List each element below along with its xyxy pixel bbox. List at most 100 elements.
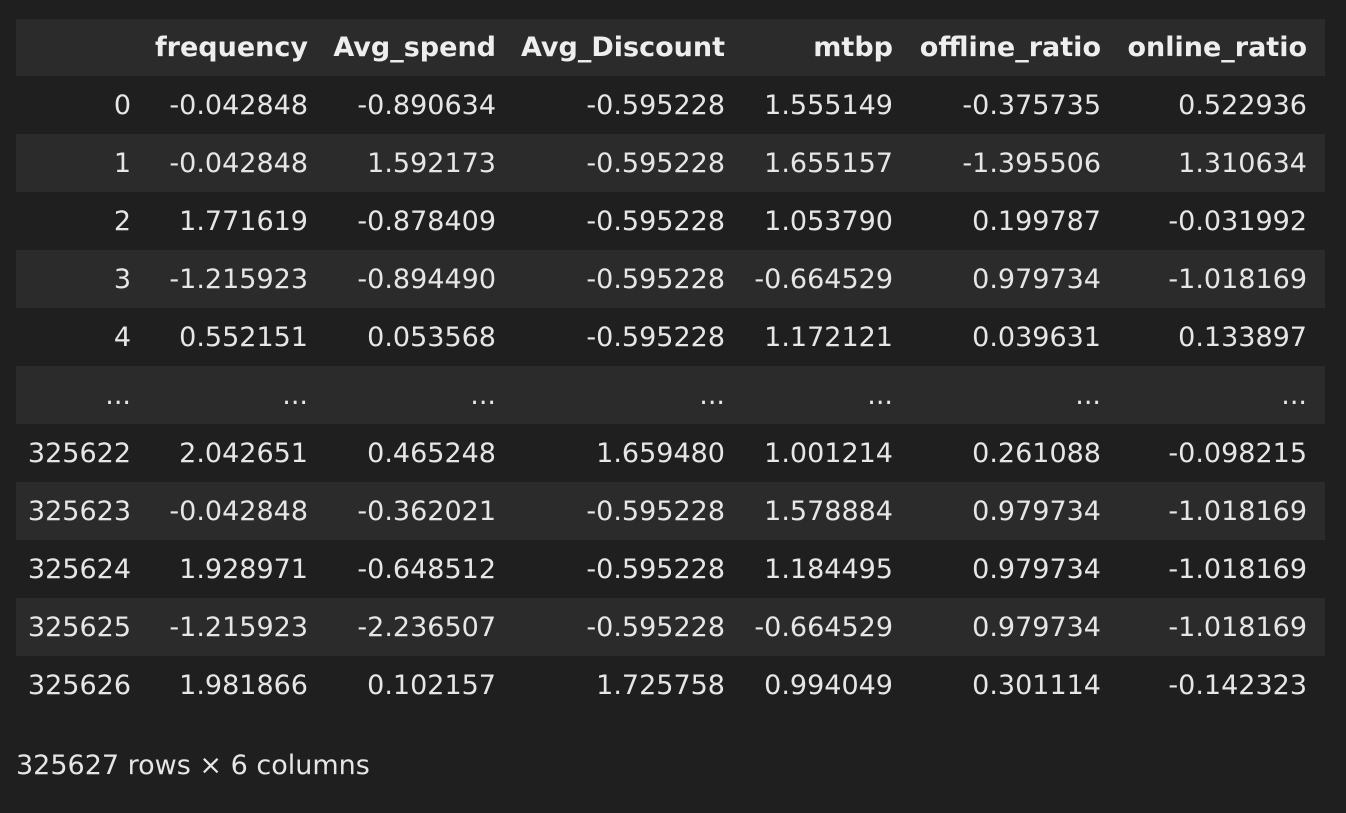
table-cell: -0.042848	[149, 482, 326, 540]
table-cell: -0.648512	[326, 540, 514, 598]
table-cell: 0.133897	[1119, 308, 1325, 366]
table-cell: -0.595228	[514, 250, 743, 308]
table-cell: 1.725758	[514, 656, 743, 714]
table-row: 325623 -0.042848 -0.362021 -0.595228 1.57888…	[16, 482, 1325, 540]
table-cell: 0.979734	[911, 482, 1119, 540]
table-cell: -1.215923	[149, 598, 326, 656]
column-header: online_ratio	[1119, 19, 1325, 76]
table-cell: 1.310634	[1119, 134, 1325, 192]
table-cell: 1.053790	[743, 192, 911, 250]
dataframe-table: frequency Avg_spend Avg_Discount mtbp offlin…	[16, 19, 1325, 714]
row-index: 1	[16, 134, 149, 192]
table-cell: ...	[149, 366, 326, 424]
table-cell: 1.659480	[514, 424, 743, 482]
table-cell: 1.184495	[743, 540, 911, 598]
table-cell: 0.465248	[326, 424, 514, 482]
table-cell: -1.018169	[1119, 598, 1325, 656]
column-header: mtbp	[743, 19, 911, 76]
table-cell: -0.878409	[326, 192, 514, 250]
column-header: Avg_spend	[326, 19, 514, 76]
table-header: frequency Avg_spend Avg_Discount mtbp offlin…	[16, 19, 1325, 76]
table-cell: 1.555149	[743, 76, 911, 134]
row-index: 0	[16, 76, 149, 134]
table-cell: 0.053568	[326, 308, 514, 366]
table-cell: 2.042651	[149, 424, 326, 482]
table-cell: ...	[326, 366, 514, 424]
row-index: 2	[16, 192, 149, 250]
table-cell: -0.890634	[326, 76, 514, 134]
table-row: 1 -0.042848 1.592173 -0.595228 1.655157 -1.39…	[16, 134, 1325, 192]
column-header: Avg_Discount	[514, 19, 743, 76]
table-cell: ...	[743, 366, 911, 424]
table-cell: -0.031992	[1119, 192, 1325, 250]
table-cell: -0.042848	[149, 76, 326, 134]
table-cell: 1.172121	[743, 308, 911, 366]
table-cell: 0.261088	[911, 424, 1119, 482]
table-cell: -1.215923	[149, 250, 326, 308]
table-cell: -0.595228	[514, 598, 743, 656]
table-cell: 0.979734	[911, 598, 1119, 656]
table-cell: -1.018169	[1119, 250, 1325, 308]
ellipsis-row: .....................	[16, 366, 1325, 424]
table-cell: -0.362021	[326, 482, 514, 540]
header-row: frequency Avg_spend Avg_Discount mtbp offlin…	[16, 19, 1325, 76]
table-row: 325624 1.928971 -0.648512 -0.595228 1.184495…	[16, 540, 1325, 598]
table-row: 4 0.552151 0.053568 -0.595228 1.172121 0.0396…	[16, 308, 1325, 366]
row-index: 325625	[16, 598, 149, 656]
table-cell: -2.236507	[326, 598, 514, 656]
table-cell: -0.595228	[514, 308, 743, 366]
column-header: frequency	[149, 19, 326, 76]
table-cell: -1.018169	[1119, 482, 1325, 540]
table-cell: 1.001214	[743, 424, 911, 482]
index-header	[16, 19, 149, 76]
table-cell: 0.199787	[911, 192, 1119, 250]
table-cell: 0.102157	[326, 656, 514, 714]
dataframe-output: frequency Avg_spend Avg_Discount mtbp offlin…	[16, 19, 1325, 714]
table-row: 2 1.771619 -0.878409 -0.595228 1.053790 0.199…	[16, 192, 1325, 250]
table-cell: ...	[911, 366, 1119, 424]
table-cell: -0.595228	[514, 134, 743, 192]
row-index: 4	[16, 308, 149, 366]
table-row: 325622 2.042651 0.465248 1.659480 1.001214 0.…	[16, 424, 1325, 482]
table-cell: 0.994049	[743, 656, 911, 714]
table-cell: 0.979734	[911, 540, 1119, 598]
table-cell: -0.042848	[149, 134, 326, 192]
table-cell: ...	[514, 366, 743, 424]
table-cell: -0.142323	[1119, 656, 1325, 714]
table-cell: -0.894490	[326, 250, 514, 308]
table-cell: 1.928971	[149, 540, 326, 598]
shape-caption: 325627 rows × 6 columns	[16, 750, 370, 781]
table-cell: -0.595228	[514, 540, 743, 598]
column-header: offline_ratio	[911, 19, 1119, 76]
table-cell: -0.595228	[514, 482, 743, 540]
table-cell: 1.578884	[743, 482, 911, 540]
table-cell: -0.664529	[743, 250, 911, 308]
table-row: 325625 -1.215923 -2.236507 -0.595228 -0.6645…	[16, 598, 1325, 656]
table-cell: ...	[1119, 366, 1325, 424]
table-cell: 0.979734	[911, 250, 1119, 308]
row-index: 325622	[16, 424, 149, 482]
table-cell: -1.018169	[1119, 540, 1325, 598]
table-cell: 0.039631	[911, 308, 1119, 366]
table-cell: 1.592173	[326, 134, 514, 192]
table-row: 0 -0.042848 -0.890634 -0.595228 1.555149 -0.3…	[16, 76, 1325, 134]
row-index: 3	[16, 250, 149, 308]
row-index: 325623	[16, 482, 149, 540]
table-cell: -0.595228	[514, 192, 743, 250]
row-index: ...	[16, 366, 149, 424]
table-cell: -1.395506	[911, 134, 1119, 192]
table-cell: -0.098215	[1119, 424, 1325, 482]
table-cell: -0.595228	[514, 76, 743, 134]
table-cell: 1.981866	[149, 656, 326, 714]
table-row: 325626 1.981866 0.102157 1.725758 0.994049 0.…	[16, 656, 1325, 714]
table-cell: 0.301114	[911, 656, 1119, 714]
table-cell: -0.664529	[743, 598, 911, 656]
row-index: 325624	[16, 540, 149, 598]
table-cell: 0.522936	[1119, 76, 1325, 134]
table-cell: 0.552151	[149, 308, 326, 366]
table-row: 3 -1.215923 -0.894490 -0.595228 -0.664529 0.9…	[16, 250, 1325, 308]
table-cell: 1.655157	[743, 134, 911, 192]
table-cell: 1.771619	[149, 192, 326, 250]
row-index: 325626	[16, 656, 149, 714]
table-body: 0 -0.042848 -0.890634 -0.595228 1.555149 -0.3…	[16, 76, 1325, 714]
